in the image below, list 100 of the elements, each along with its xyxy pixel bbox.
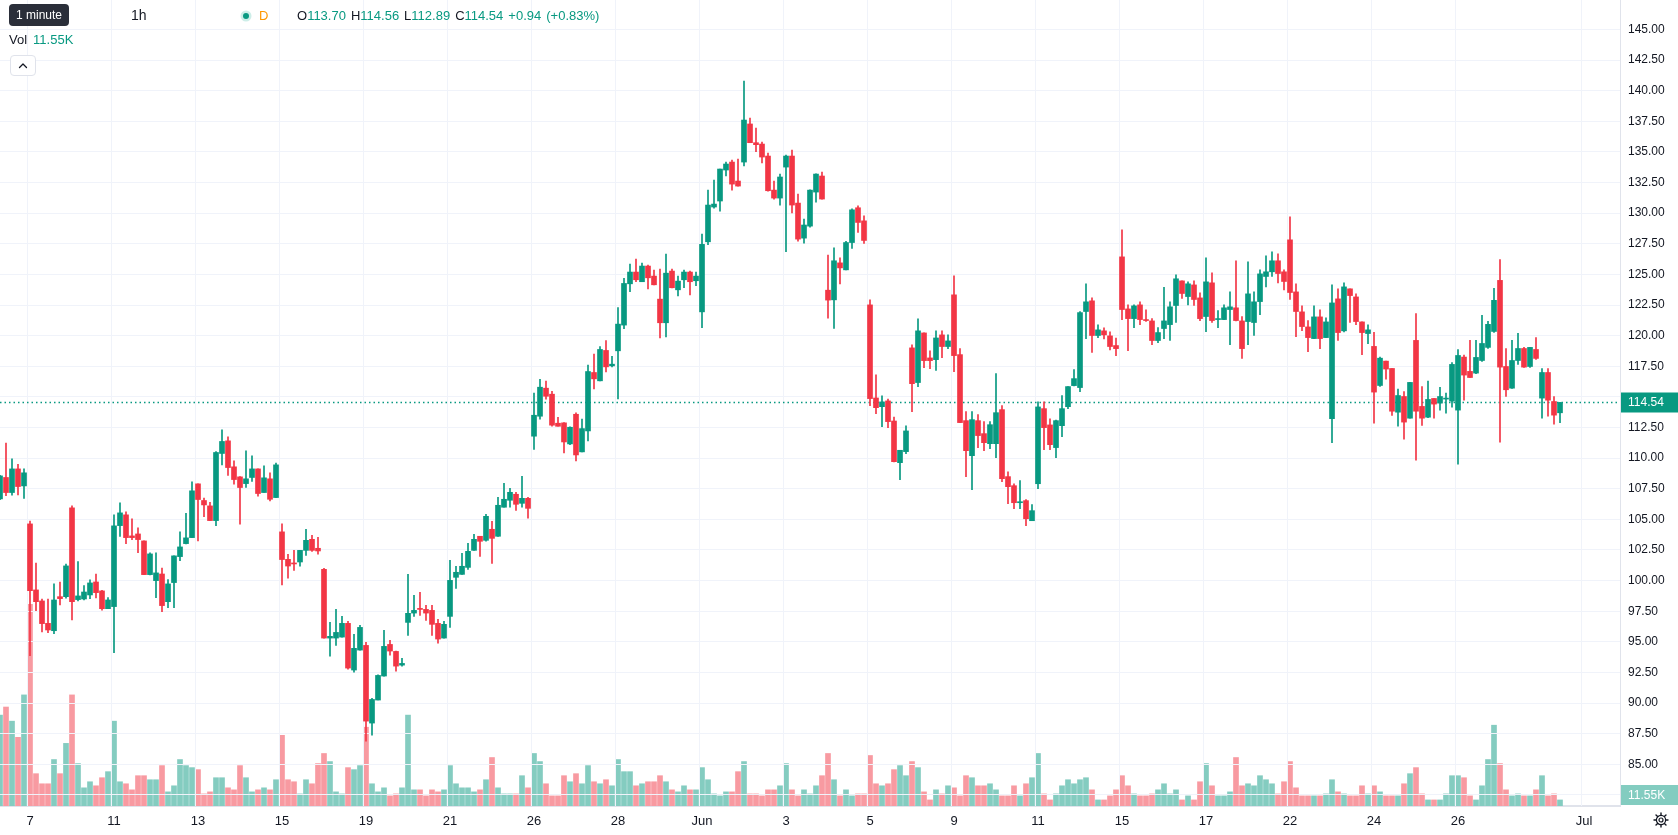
y-tick-label: 87.50 [1628,726,1659,741]
candlestick [609,355,615,368]
y-tick-label: 130.00 [1628,205,1666,220]
candlestick [1083,283,1089,339]
x-tick-label: 24 [1366,813,1382,829]
x-tick-label: Jul [1575,813,1593,829]
x-tick-label: 7 [26,813,34,829]
x-tick-label: 19 [358,813,374,829]
bar [1131,793,1137,806]
bar [261,787,267,806]
y-tick-label: 132.50 [1628,174,1666,189]
x-tick-label: 15 [274,813,290,829]
bar [267,789,273,806]
bar [1335,791,1341,806]
annotation: 1 minute [16,8,63,22]
y-tick-label: 140.00 [1628,82,1666,97]
bar [1407,773,1413,806]
bar [1179,799,1185,806]
bar [489,757,495,806]
bar [1317,795,1323,806]
annotation: Vol 11.55K [9,32,74,47]
bar [345,767,351,806]
bar [915,767,921,806]
bar [831,779,837,806]
bar [603,779,609,806]
x-tick-label: 22 [1282,813,1298,829]
bar [21,694,27,806]
bar [687,789,693,806]
bar [567,781,573,806]
bar [1377,791,1383,806]
bar [1311,795,1317,806]
x-tick-label: 26 [1450,813,1466,829]
bar [1341,793,1347,806]
bar [1425,799,1431,806]
candlestick [519,475,525,508]
bar [633,785,639,806]
bar [63,743,69,806]
bar [1533,789,1539,806]
y-tick-label: 92.50 [1628,664,1659,679]
bar [57,773,63,806]
bar [639,783,645,806]
bar [1185,795,1191,806]
candlestick [825,254,831,319]
bar [933,789,939,806]
bar [69,694,75,806]
bar [51,759,57,806]
candlestick [243,450,249,488]
y-tick-label: 135.00 [1628,144,1666,159]
bar [669,789,675,806]
candlestick [57,581,63,606]
bar [741,761,747,806]
candlestick [879,395,885,427]
bar [945,785,951,806]
y-tick-label: 127.50 [1628,236,1666,251]
bar [519,775,525,806]
x-tick-label: 11 [107,813,121,829]
x-tick-label: 13 [190,813,206,829]
candlestick [489,521,495,564]
bar [483,779,489,806]
bar [273,779,279,806]
bar [663,781,669,806]
y-tick-label: 95.00 [1628,634,1659,649]
bar [513,793,519,806]
bar [879,785,885,806]
candlestick [183,512,189,545]
bar [1539,775,1545,806]
y-tick-label: 107.50 [1628,481,1666,496]
bar [591,781,597,806]
y-tick-label: 142.50 [1628,52,1666,67]
candlestick [837,257,843,285]
candlestick [1233,260,1239,322]
candlestick [411,594,417,617]
bar [1017,795,1023,806]
y-tick-label: 85.00 [1628,756,1659,771]
y-tick-label: 122.50 [1628,297,1666,312]
y-tick-label: 125.00 [1628,266,1666,281]
text: 11.55K [1628,788,1666,802]
y-tick-label: 137.50 [1628,113,1666,128]
bar [1023,783,1029,806]
candlestick [1017,480,1023,510]
text: 1h [131,7,147,23]
bar [939,793,945,806]
x-tick-label: 3 [782,813,790,829]
bar [909,761,915,806]
bar [9,720,15,806]
bar [837,795,843,806]
candlestick [1347,288,1353,323]
x-tick-label: 9 [950,813,958,829]
ref-line-label: 114.54 [1628,394,1665,409]
y-tick-label: 90.00 [1628,695,1659,710]
candlestick [591,353,597,390]
bar [1365,793,1371,806]
bar [15,736,21,806]
y-tick-label: 102.50 [1628,542,1666,557]
y-tick-label: 117.50 [1628,358,1665,373]
text: O113.70 H114.56 L112.89 C114.54 +0.94 (+0.83%) [297,8,600,23]
x-tick-label: 28 [610,813,626,829]
bar [3,706,9,806]
x-tick-label: 17 [1198,813,1214,829]
x-tick-label: Jun [691,813,713,829]
